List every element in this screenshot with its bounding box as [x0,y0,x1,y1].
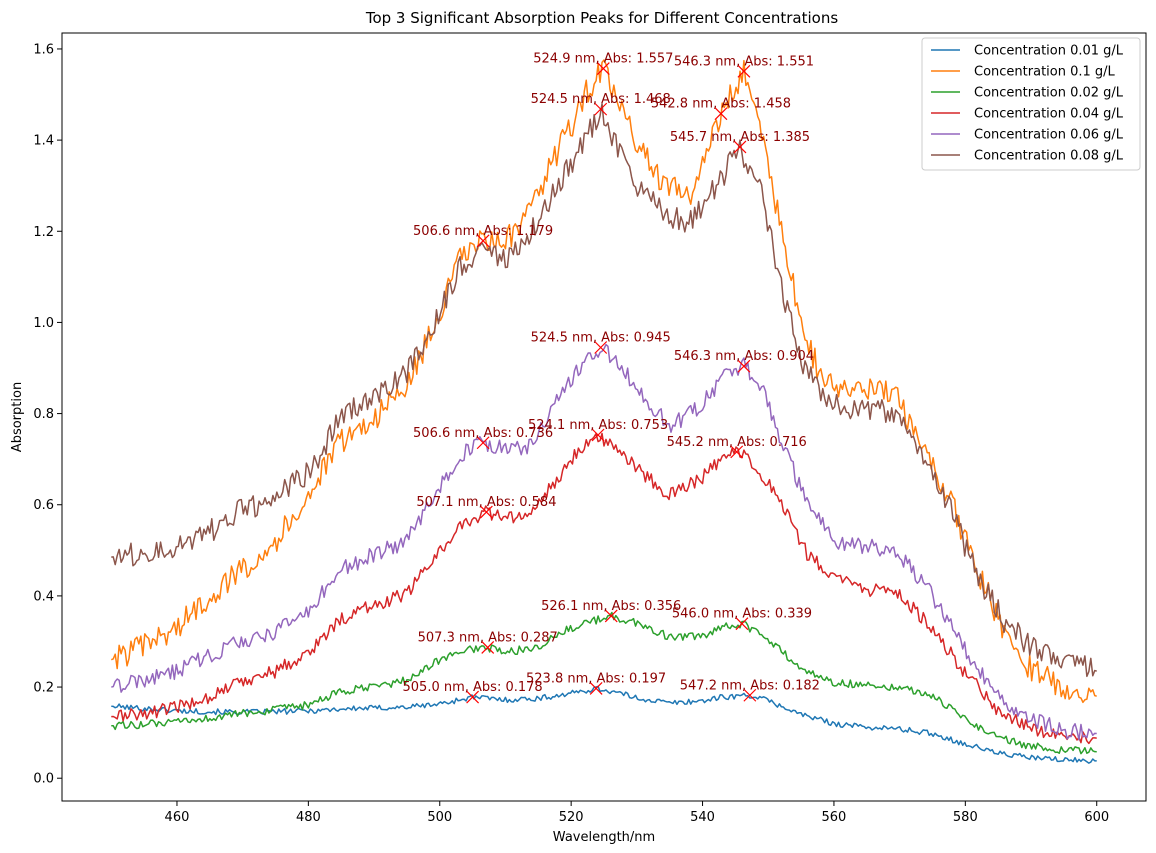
peak-x-stroke [481,640,495,654]
peak-label: 545.7 nm, Abs: 1.385 [670,130,810,145]
x-axis-label: Wavelength/nm [553,830,655,845]
plot-frame [61,32,1147,802]
legend-entry: Concentration 0.1 g/L [974,65,1116,80]
peak-marker [737,359,751,373]
peak-x-stroke [733,140,747,154]
peak-label: 524.5 nm, Abs: 1.468 [531,92,671,107]
peak-label: 523.8 nm, Abs: 0.197 [526,671,666,686]
peak-x-stroke [466,690,480,704]
peak-marker [604,609,618,623]
y-tick-label: 0.0 [33,772,54,787]
legend-entry: Concentration 0.08 g/L [974,149,1124,164]
peak-marker [476,436,490,450]
y-tick-label: 0.4 [33,589,54,604]
peak-marker [596,62,610,75]
y-tick-label: 1.4 [33,134,54,149]
series-line [111,102,1097,678]
peak-label: 524.5 nm, Abs: 0.945 [531,330,671,345]
peak-label: 505.0 nm, Abs: 0.178 [403,680,543,695]
peak-label: 507.1 nm, Abs: 0.584 [416,495,556,510]
series-layer [110,59,1097,764]
x-tick-label: 480 [296,810,321,825]
x-tick-label: 580 [953,810,978,825]
peak-label: 526.1 nm, Abs: 0.356 [541,599,681,614]
series-line [111,343,1097,741]
x-axis: 460 480 500 520 540 560 580 600 [165,801,1109,825]
peak-marker [589,681,603,695]
chart-title: Top 3 Significant Absorption Peaks for D… [365,9,838,27]
legend-entry: Concentration 0.01 g/L [974,44,1124,59]
peak-label: 524.9 nm, Abs: 1.557 [533,52,673,67]
series-line [111,432,1097,745]
peak-label: 546.3 nm, Abs: 0.904 [674,349,814,364]
peak-marker [735,617,749,631]
x-tick-label: 500 [427,810,452,825]
peak-marker [466,690,480,704]
peak-x-stroke [604,609,618,623]
series-line [111,611,1097,755]
y-tick-label: 0.6 [33,498,54,513]
y-tick-label: 0.8 [33,407,54,422]
peak-label: 542.8 nm, Abs: 1.458 [651,97,791,112]
series-line [110,59,1097,704]
peak-marker [481,640,495,654]
legend-entry: Concentration 0.06 g/L [974,128,1124,143]
peak-x-stroke [591,428,605,442]
x-tick-label: 560 [822,810,847,825]
peak-marker [479,505,493,519]
peak-label: 546.3 nm, Abs: 1.551 [674,54,814,69]
y-tick-label: 0.2 [33,681,54,696]
peak-label: 506.6 nm, Abs: 0.736 [413,426,553,441]
peak-label: 507.3 nm, Abs: 0.287 [418,630,558,645]
peak-x-stroke [737,359,751,373]
x-tick-label: 600 [1084,810,1109,825]
peak-label: 546.0 nm, Abs: 0.339 [672,607,812,622]
peak-label: 524.1 nm, Abs: 0.753 [528,418,668,433]
peak-x-stroke [479,505,493,519]
y-axis-label: Absorption [10,382,25,452]
y-tick-label: 1.2 [33,225,54,240]
y-tick-label: 1.6 [33,42,54,57]
peak-label: 506.6 nm, Abs: 1.179 [413,224,553,239]
peak-marker [730,445,744,459]
y-tick-label: 1.0 [33,316,54,331]
peak-x-stroke [589,681,603,695]
peak-marker [737,64,751,78]
y-axis: 0.0 0.2 0.4 0.6 0.8 1.0 1.2 1.4 1.6 [33,42,62,787]
peak-x-stroke [735,617,749,631]
peak-x-stroke [730,445,744,459]
x-tick-label: 460 [165,810,190,825]
x-tick-label: 520 [559,810,584,825]
x-tick-label: 540 [690,810,715,825]
peak-x-stroke [737,64,751,78]
peak-marker [476,234,490,248]
peak-label: 545.2 nm, Abs: 0.716 [667,435,807,450]
peak-marker [594,102,608,116]
peak-x-stroke [743,688,757,702]
legend-entry: Concentration 0.04 g/L [974,107,1124,122]
peak-marker [714,107,728,121]
peak-x-stroke [714,107,728,121]
legend: Concentration 0.01 g/L Concentration 0.1 … [921,37,1141,171]
legend-entry: Concentration 0.02 g/L [974,86,1124,101]
peak-marker [733,140,747,154]
peak-marker [591,428,605,442]
peak-x-stroke [594,341,608,354]
legend-box [921,37,1141,171]
series-line [111,685,1097,764]
peak-x-stroke [594,102,608,116]
peak-x-stroke [476,436,490,450]
peak-marker [594,341,608,354]
peak-x-stroke [596,62,610,75]
peak-label: 547.2 nm, Abs: 0.182 [680,678,820,693]
peak-x-stroke [476,234,490,248]
peak-marker [743,688,757,702]
